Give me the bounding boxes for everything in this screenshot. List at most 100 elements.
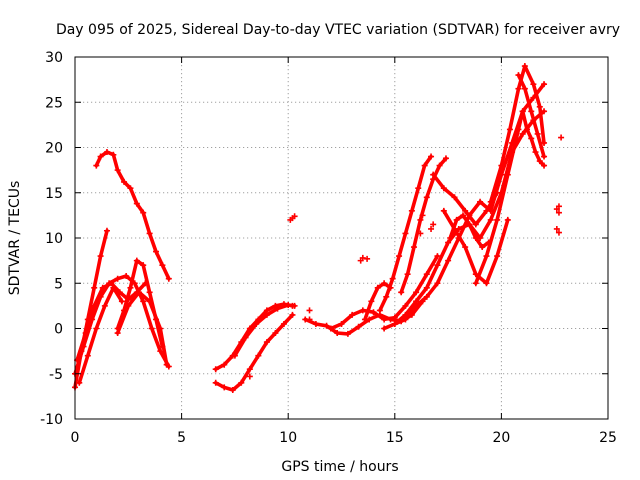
data-point xyxy=(389,275,396,282)
series-track-23 xyxy=(447,212,492,251)
data-point xyxy=(344,330,351,337)
data-point xyxy=(541,81,548,88)
data-point xyxy=(118,298,125,305)
data-point xyxy=(153,248,160,255)
data-point xyxy=(114,330,121,337)
data-point xyxy=(383,293,390,300)
series-track-18 xyxy=(472,108,548,287)
data-point xyxy=(413,302,420,309)
data-point xyxy=(238,379,245,386)
data-point xyxy=(272,330,279,337)
data-point xyxy=(413,289,420,296)
data-point xyxy=(419,212,426,219)
data-point xyxy=(370,309,377,316)
plot-frame xyxy=(74,56,609,420)
data-point xyxy=(430,221,437,228)
x-tick-label: 20 xyxy=(492,430,510,446)
data-point xyxy=(504,171,511,178)
data-point xyxy=(133,257,140,264)
y-tick-label: 0 xyxy=(54,322,63,338)
data-point xyxy=(532,149,539,156)
data-point xyxy=(440,185,447,192)
data-point xyxy=(555,209,562,216)
data-point xyxy=(445,239,452,246)
y-tick-label: 15 xyxy=(45,186,63,202)
series-track-10 xyxy=(231,301,298,359)
data-point xyxy=(338,320,345,327)
data-point xyxy=(460,212,467,219)
data-point xyxy=(483,207,490,214)
data-point xyxy=(436,162,443,169)
data-point xyxy=(157,325,164,332)
data-point xyxy=(515,126,522,133)
series-track-20 xyxy=(515,72,548,160)
data-point xyxy=(541,139,548,146)
data-point xyxy=(487,216,494,223)
data-point xyxy=(355,323,362,330)
data-point xyxy=(255,352,262,359)
data-point xyxy=(523,126,530,133)
data-point xyxy=(440,207,447,214)
data-point xyxy=(479,244,486,251)
data-point xyxy=(423,284,430,291)
data-point xyxy=(515,85,522,92)
data-point xyxy=(487,198,494,205)
series-line xyxy=(73,274,171,376)
data-point xyxy=(312,320,319,327)
series-track-6 xyxy=(114,289,170,368)
data-point xyxy=(494,253,501,260)
data-point xyxy=(430,176,437,183)
y-tick-label: 25 xyxy=(45,95,63,111)
data-point xyxy=(91,284,98,291)
data-point xyxy=(402,302,409,309)
data-point xyxy=(334,330,341,337)
data-point xyxy=(135,289,142,296)
data-point xyxy=(127,185,134,192)
data-point xyxy=(253,320,260,327)
data-point xyxy=(445,257,452,264)
data-point xyxy=(97,153,104,160)
data-point xyxy=(536,158,543,165)
data-point xyxy=(246,373,253,380)
data-point xyxy=(402,316,409,323)
data-point xyxy=(133,200,140,207)
series-track-21 xyxy=(361,280,394,323)
data-series xyxy=(72,63,565,394)
data-point xyxy=(157,348,164,355)
data-point xyxy=(472,221,479,228)
data-point xyxy=(108,280,115,287)
y-tick-label: 10 xyxy=(45,231,63,247)
data-point xyxy=(483,253,490,260)
data-point xyxy=(263,311,270,318)
data-point xyxy=(442,155,449,162)
data-point xyxy=(323,322,330,329)
series-line xyxy=(399,156,448,295)
x-tick-label: 0 xyxy=(71,430,80,446)
y-tick-label: 5 xyxy=(54,276,63,292)
data-point xyxy=(421,162,428,169)
series-track-7 xyxy=(76,284,125,386)
data-point xyxy=(472,235,479,241)
data-point xyxy=(519,108,526,115)
data-point xyxy=(428,225,435,232)
data-point xyxy=(408,207,415,214)
data-point xyxy=(417,230,424,237)
data-point xyxy=(434,280,441,287)
data-point xyxy=(306,316,313,323)
data-point xyxy=(221,361,228,368)
data-point xyxy=(103,227,110,234)
data-point xyxy=(349,311,356,318)
data-point xyxy=(558,134,565,141)
data-point xyxy=(519,130,526,137)
data-point xyxy=(368,298,375,305)
series-line xyxy=(213,313,295,392)
data-point xyxy=(381,325,388,332)
series-track-19 xyxy=(487,63,548,205)
data-point xyxy=(506,126,513,133)
data-point xyxy=(364,255,371,262)
data-point xyxy=(231,352,238,359)
data-point xyxy=(410,244,417,251)
data-point xyxy=(123,273,130,280)
data-point xyxy=(246,366,253,373)
data-point xyxy=(451,194,458,201)
